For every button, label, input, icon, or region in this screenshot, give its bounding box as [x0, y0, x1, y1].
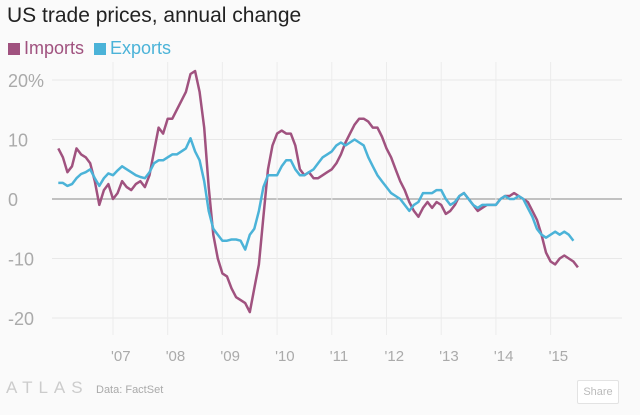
legend-exports: Exports [94, 38, 171, 59]
y-tick-label: 0 [8, 190, 18, 210]
x-tick-label: '13 [439, 348, 459, 365]
x-tick-label: '07 [111, 348, 131, 365]
x-tick-label: '15 [549, 348, 569, 365]
exports-swatch [94, 42, 107, 55]
x-tick-label: '14 [494, 348, 514, 365]
legend-label-exports: Exports [110, 38, 172, 58]
x-tick-label: '11 [330, 348, 348, 365]
x-tick-label: '09 [220, 348, 240, 365]
logo-text: ATLAS [6, 378, 89, 397]
legend: Imports Exports [8, 38, 171, 59]
x-tick-label: '10 [275, 348, 295, 365]
atlas-logo: ATLAS [6, 378, 89, 398]
x-tick-label: '08 [166, 348, 186, 365]
y-tick-label: -10 [8, 250, 34, 270]
legend-label-imports: Imports [24, 38, 85, 58]
legend-imports: Imports [8, 38, 84, 59]
share-button[interactable]: Share [577, 380, 619, 404]
source-note: Data: FactSet [96, 384, 164, 396]
x-tick-label: '12 [385, 348, 405, 365]
y-tick-label: -20 [8, 309, 34, 329]
y-tick-label: 10 [8, 131, 28, 151]
exports-line [58, 137, 575, 251]
imports-line [57, 69, 579, 314]
chart-title: US trade prices, annual change [7, 4, 302, 27]
imports-swatch [8, 42, 20, 55]
y-tick-label: 20% [8, 71, 44, 91]
